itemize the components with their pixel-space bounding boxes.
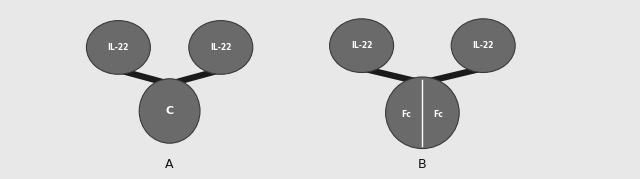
Ellipse shape: [385, 77, 460, 149]
Text: IL-22: IL-22: [472, 41, 494, 50]
Text: B: B: [418, 158, 427, 171]
Ellipse shape: [451, 19, 515, 72]
Text: IL-22: IL-22: [351, 41, 372, 50]
Text: IL-22: IL-22: [210, 43, 232, 52]
Text: C: C: [166, 106, 173, 116]
Ellipse shape: [330, 19, 394, 72]
Text: Fc: Fc: [401, 110, 411, 119]
Ellipse shape: [86, 21, 150, 74]
Text: Fc: Fc: [434, 110, 444, 119]
Text: A: A: [165, 158, 174, 171]
Ellipse shape: [189, 21, 253, 74]
Ellipse shape: [140, 79, 200, 143]
Text: IL-22: IL-22: [108, 43, 129, 52]
